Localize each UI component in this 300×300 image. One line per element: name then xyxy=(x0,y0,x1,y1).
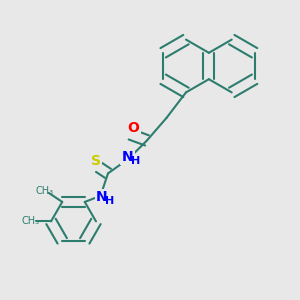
Text: N: N xyxy=(96,190,108,204)
Text: O: O xyxy=(128,122,140,135)
Text: H: H xyxy=(131,156,140,167)
Text: H: H xyxy=(106,196,115,206)
Text: CH₃: CH₃ xyxy=(22,216,40,226)
Text: N: N xyxy=(122,150,133,164)
Text: S: S xyxy=(91,154,101,168)
Text: CH₃: CH₃ xyxy=(35,185,53,196)
